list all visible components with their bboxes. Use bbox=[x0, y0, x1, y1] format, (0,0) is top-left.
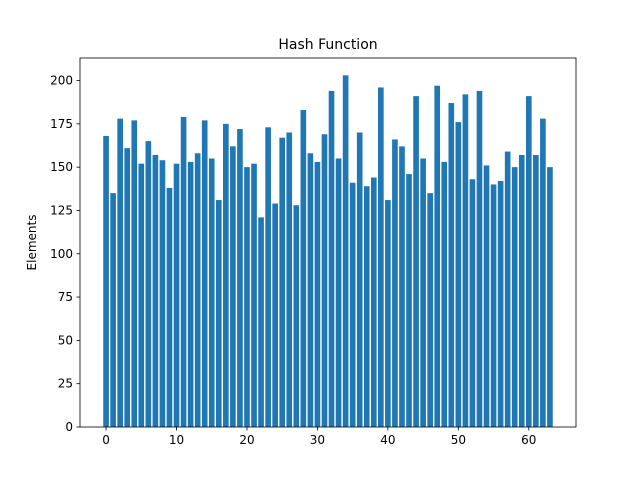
bar-10 bbox=[173, 163, 180, 427]
bar-44 bbox=[413, 96, 419, 428]
bar-42 bbox=[399, 146, 405, 427]
bar-20 bbox=[244, 167, 250, 427]
bar-11 bbox=[180, 116, 187, 428]
bar-62 bbox=[540, 118, 546, 427]
y-tick-label: 25 bbox=[58, 377, 73, 391]
bars-group bbox=[103, 75, 553, 428]
bar-7 bbox=[152, 155, 159, 427]
plot-frame bbox=[79, 57, 577, 428]
bar-53 bbox=[476, 90, 483, 428]
bar-26 bbox=[286, 132, 293, 428]
bar-58 bbox=[511, 167, 518, 427]
bar-51 bbox=[462, 94, 469, 427]
bar-49 bbox=[448, 103, 455, 427]
y-tick-label: 100 bbox=[50, 247, 73, 261]
bar-16 bbox=[215, 200, 222, 427]
bar-33 bbox=[335, 158, 342, 428]
y-tick-label: 75 bbox=[58, 290, 73, 304]
bar-46 bbox=[427, 193, 433, 427]
bar-6 bbox=[145, 141, 152, 427]
bar-40 bbox=[385, 200, 391, 427]
bar-9 bbox=[166, 187, 173, 427]
bar-15 bbox=[208, 158, 215, 428]
bar-56 bbox=[497, 181, 504, 427]
bar-29 bbox=[307, 153, 314, 427]
bar-36 bbox=[356, 132, 363, 428]
y-tick-label: 150 bbox=[50, 160, 73, 174]
x-axis-ticks: 0 10 20 30 40 50 60 bbox=[102, 427, 536, 447]
bar-21 bbox=[251, 163, 257, 427]
bar-41 bbox=[392, 139, 398, 428]
bar-12 bbox=[187, 161, 194, 427]
bar-54 bbox=[483, 165, 490, 427]
bar-24 bbox=[272, 203, 278, 427]
bar-17 bbox=[223, 123, 229, 427]
bar-19 bbox=[237, 129, 243, 427]
chart-title: Hash Function bbox=[278, 37, 377, 53]
bar-61 bbox=[533, 155, 539, 427]
bar-50 bbox=[455, 122, 462, 427]
bar-2 bbox=[117, 118, 123, 427]
bar-35 bbox=[349, 182, 356, 427]
bar-4 bbox=[131, 120, 138, 428]
bar-14 bbox=[201, 120, 208, 428]
y-axis-label: Elements bbox=[25, 215, 39, 271]
y-tick-label: 0 bbox=[65, 420, 73, 434]
x-tick-label: 50 bbox=[451, 433, 466, 447]
bar-30 bbox=[314, 161, 321, 427]
bar-13 bbox=[194, 153, 201, 427]
y-tick-label: 200 bbox=[50, 74, 73, 88]
x-tick-label: 30 bbox=[310, 433, 325, 447]
bar-39 bbox=[378, 87, 384, 427]
bar-57 bbox=[504, 151, 511, 428]
bar-0 bbox=[103, 135, 109, 427]
bar-60 bbox=[525, 96, 532, 428]
y-tick-label: 125 bbox=[50, 203, 73, 217]
bar-8 bbox=[159, 160, 166, 427]
bar-48 bbox=[441, 161, 448, 427]
bar-18 bbox=[230, 146, 236, 427]
bar-38 bbox=[370, 177, 377, 427]
bar-31 bbox=[321, 134, 328, 428]
bar-37 bbox=[363, 186, 370, 427]
bar-45 bbox=[420, 158, 426, 428]
bar-23 bbox=[265, 127, 271, 428]
bar-59 bbox=[518, 155, 525, 427]
bar-63 bbox=[547, 167, 553, 427]
bar-27 bbox=[293, 205, 300, 427]
bar-25 bbox=[279, 137, 286, 427]
bar-3 bbox=[124, 148, 131, 427]
bar-28 bbox=[300, 109, 307, 427]
bar-32 bbox=[328, 90, 335, 428]
bar-47 bbox=[434, 85, 441, 427]
x-tick-label: 0 bbox=[102, 433, 110, 447]
x-tick-label: 40 bbox=[380, 433, 395, 447]
x-tick-label: 60 bbox=[521, 433, 536, 447]
y-axis-ticks: 0 25 50 75 100 125 150 175 200 bbox=[50, 74, 80, 434]
y-tick-label: 50 bbox=[58, 333, 73, 347]
bar-43 bbox=[406, 174, 412, 427]
bar-55 bbox=[490, 184, 497, 427]
bar-22 bbox=[258, 217, 264, 427]
y-tick-label: 175 bbox=[50, 117, 73, 131]
bar-1 bbox=[110, 193, 116, 427]
x-tick-label: 20 bbox=[239, 433, 254, 447]
x-tick-label: 10 bbox=[169, 433, 184, 447]
bar-52 bbox=[469, 179, 476, 427]
bar-34 bbox=[342, 75, 349, 427]
bar-5 bbox=[138, 163, 145, 427]
